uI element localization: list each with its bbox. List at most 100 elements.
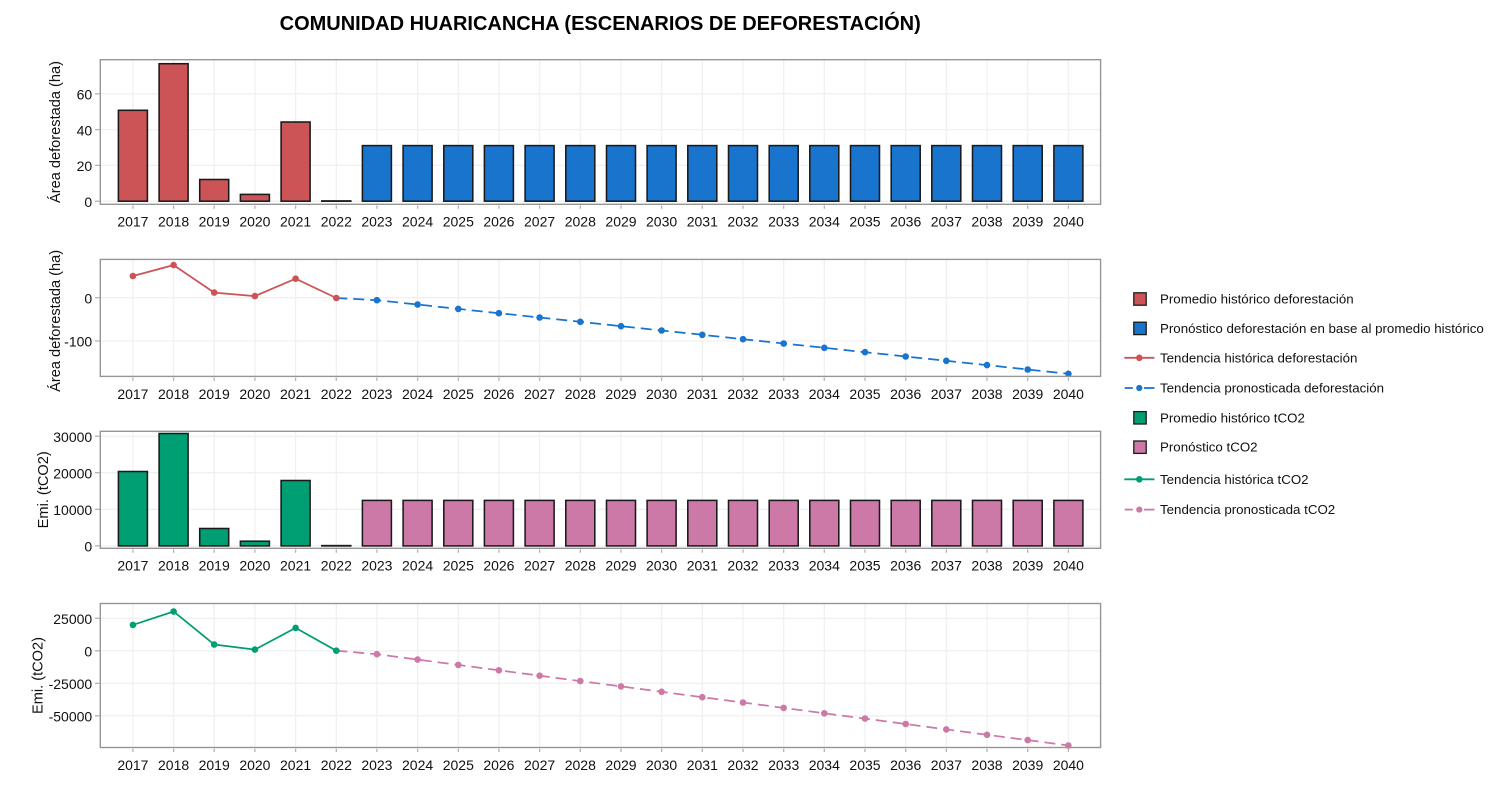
svg-text:Área deforestada (ha): Área deforestada (ha) <box>47 250 64 392</box>
svg-text:2023: 2023 <box>361 757 392 773</box>
svg-text:2025: 2025 <box>443 386 474 402</box>
svg-text:2037: 2037 <box>931 214 962 230</box>
svg-text:2029: 2029 <box>605 558 636 574</box>
svg-text:2029: 2029 <box>605 386 636 402</box>
svg-text:2033: 2033 <box>768 214 799 230</box>
svg-text:2040: 2040 <box>1053 386 1084 402</box>
svg-text:2017: 2017 <box>117 214 148 230</box>
svg-text:2034: 2034 <box>809 386 840 402</box>
svg-text:2026: 2026 <box>483 214 514 230</box>
svg-text:2037: 2037 <box>931 386 962 402</box>
svg-text:2024: 2024 <box>402 386 433 402</box>
svg-text:2018: 2018 <box>158 386 189 402</box>
svg-text:2018: 2018 <box>158 558 189 574</box>
svg-text:2032: 2032 <box>727 757 758 773</box>
svg-text:2018: 2018 <box>158 214 189 230</box>
svg-text:Pronóstico tCO2: Pronóstico tCO2 <box>1160 440 1258 455</box>
svg-text:2034: 2034 <box>809 214 840 230</box>
svg-text:2031: 2031 <box>687 757 718 773</box>
svg-text:2027: 2027 <box>524 214 555 230</box>
svg-text:2023: 2023 <box>361 558 392 574</box>
svg-text:2025: 2025 <box>443 558 474 574</box>
svg-text:2036: 2036 <box>890 386 921 402</box>
svg-text:Promedio histórico tCO2: Promedio histórico tCO2 <box>1160 410 1305 425</box>
svg-text:2030: 2030 <box>646 558 677 574</box>
svg-text:0: 0 <box>84 539 92 555</box>
svg-text:2017: 2017 <box>117 558 148 574</box>
svg-text:0: 0 <box>84 290 92 306</box>
svg-text:2019: 2019 <box>199 214 230 230</box>
svg-text:2033: 2033 <box>768 386 799 402</box>
svg-text:2039: 2039 <box>1012 214 1043 230</box>
svg-text:Promedio histórico deforestaci: Promedio histórico deforestación <box>1160 292 1354 307</box>
svg-text:2023: 2023 <box>361 386 392 402</box>
svg-text:2025: 2025 <box>443 214 474 230</box>
svg-text:2017: 2017 <box>117 757 148 773</box>
svg-text:2024: 2024 <box>402 214 433 230</box>
svg-text:2028: 2028 <box>565 214 596 230</box>
svg-text:2036: 2036 <box>890 757 921 773</box>
svg-text:2035: 2035 <box>849 558 880 574</box>
svg-text:2038: 2038 <box>971 214 1002 230</box>
svg-text:2028: 2028 <box>565 386 596 402</box>
svg-text:60: 60 <box>77 87 93 103</box>
svg-text:2021: 2021 <box>280 558 311 574</box>
svg-text:2022: 2022 <box>321 757 352 773</box>
svg-text:2032: 2032 <box>727 214 758 230</box>
svg-text:Pronóstico deforestación en ba: Pronóstico deforestación en base al prom… <box>1160 321 1484 336</box>
svg-text:2028: 2028 <box>565 558 596 574</box>
svg-text:2022: 2022 <box>321 386 352 402</box>
svg-text:20000: 20000 <box>53 465 92 481</box>
svg-text:2034: 2034 <box>809 757 840 773</box>
svg-text:20: 20 <box>77 158 93 174</box>
svg-text:-25000: -25000 <box>49 676 93 692</box>
svg-text:2021: 2021 <box>280 214 311 230</box>
svg-text:2032: 2032 <box>727 386 758 402</box>
svg-text:Área deforestada (ha): Área deforestada (ha) <box>47 61 64 203</box>
svg-text:2020: 2020 <box>239 214 270 230</box>
svg-text:2039: 2039 <box>1012 558 1043 574</box>
svg-text:2021: 2021 <box>280 757 311 773</box>
svg-text:2036: 2036 <box>890 214 921 230</box>
svg-text:2031: 2031 <box>687 214 718 230</box>
svg-text:2034: 2034 <box>809 558 840 574</box>
svg-text:Tendencia histórica deforestac: Tendencia histórica deforestación <box>1160 350 1357 365</box>
svg-text:2018: 2018 <box>158 757 189 773</box>
svg-text:2021: 2021 <box>280 386 311 402</box>
svg-text:2019: 2019 <box>199 386 230 402</box>
svg-text:0: 0 <box>84 644 92 660</box>
svg-text:Emi. (tCO2): Emi. (tCO2) <box>31 637 47 714</box>
svg-text:Tendencia pronosticada tCO2: Tendencia pronosticada tCO2 <box>1160 502 1335 517</box>
svg-text:2026: 2026 <box>483 757 514 773</box>
svg-text:2038: 2038 <box>971 386 1002 402</box>
svg-text:-100: -100 <box>64 334 92 350</box>
svg-text:2027: 2027 <box>524 757 555 773</box>
svg-text:2040: 2040 <box>1053 757 1084 773</box>
svg-text:30000: 30000 <box>53 429 92 445</box>
svg-text:2023: 2023 <box>361 214 392 230</box>
svg-text:Emi. (tCO2): Emi. (tCO2) <box>36 451 52 528</box>
svg-text:2020: 2020 <box>239 386 270 402</box>
svg-text:2037: 2037 <box>931 757 962 773</box>
svg-text:2022: 2022 <box>321 558 352 574</box>
svg-text:2031: 2031 <box>687 386 718 402</box>
svg-text:-50000: -50000 <box>49 709 93 725</box>
svg-text:2040: 2040 <box>1053 214 1084 230</box>
svg-text:2040: 2040 <box>1053 558 1084 574</box>
svg-text:2039: 2039 <box>1012 757 1043 773</box>
svg-text:2022: 2022 <box>321 214 352 230</box>
svg-text:2024: 2024 <box>402 757 433 773</box>
svg-text:2030: 2030 <box>646 214 677 230</box>
svg-text:0: 0 <box>84 194 92 210</box>
svg-text:2030: 2030 <box>646 386 677 402</box>
svg-text:2020: 2020 <box>239 558 270 574</box>
svg-text:40: 40 <box>77 122 93 138</box>
svg-text:2024: 2024 <box>402 558 433 574</box>
svg-text:2030: 2030 <box>646 757 677 773</box>
svg-text:2027: 2027 <box>524 386 555 402</box>
svg-text:2035: 2035 <box>849 757 880 773</box>
svg-text:2037: 2037 <box>931 558 962 574</box>
svg-text:2033: 2033 <box>768 558 799 574</box>
svg-text:2031: 2031 <box>687 558 718 574</box>
svg-text:COMUNIDAD HUARICANCHA (ESCENAR: COMUNIDAD HUARICANCHA (ESCENARIOS DE DEF… <box>280 11 921 35</box>
